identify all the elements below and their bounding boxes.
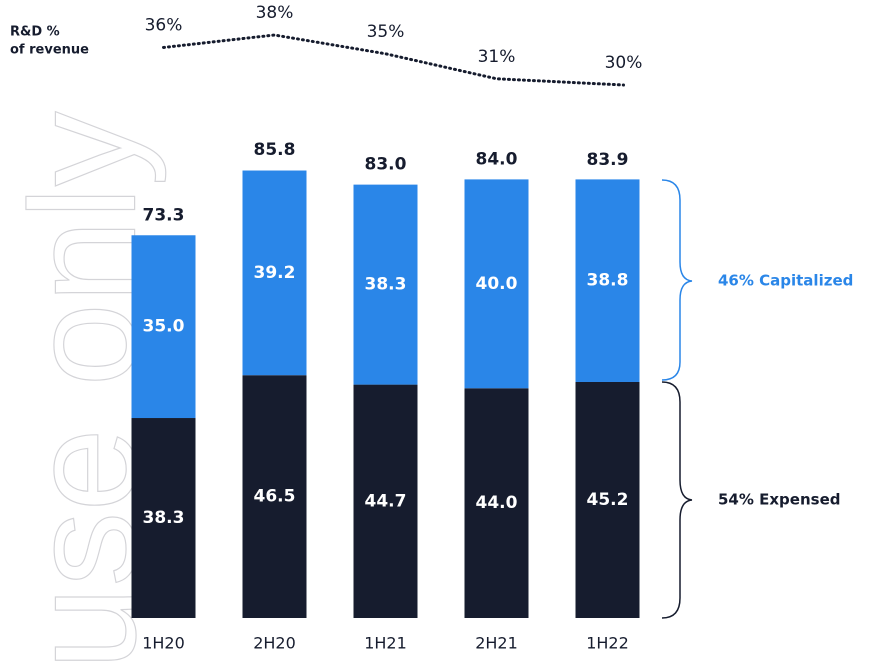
bar-segment [242,375,307,618]
x-tick-label: 1H20 [142,634,185,653]
bar-segment [131,235,196,419]
bar-segment [464,388,529,618]
percent-line [162,33,625,87]
percent-label: 30% [605,53,643,73]
bar-segment [242,170,307,376]
percent-label: 31% [478,47,516,67]
total-label: 84.0 [476,149,518,169]
percent-label: 36% [145,16,183,36]
bar-segment [575,179,640,382]
x-tick-label: 2H20 [253,634,296,653]
value-label: 35.0 [143,317,185,337]
value-label: 45.2 [587,490,629,510]
brace [661,381,693,619]
bar-segment [131,418,196,618]
value-label: 38.3 [365,275,407,295]
total-label: 83.0 [365,155,407,175]
total-label: 85.8 [254,140,296,160]
value-label: 44.7 [365,491,407,511]
value-label: 46.5 [254,487,296,507]
value-label: 44.0 [476,493,518,513]
value-label: 39.2 [254,263,296,283]
bar-segment [575,381,640,618]
x-tick-label: 1H21 [364,634,407,653]
x-tick-label: 2H21 [475,634,518,653]
percent-label: 35% [367,22,405,42]
bar-segment [464,179,529,389]
bar-segment [353,384,418,618]
bar-segment [353,184,418,385]
percent-label: 38% [256,3,294,23]
total-label: 73.3 [143,205,185,225]
line-label: R&D % [10,25,60,40]
value-label: 38.3 [143,508,185,528]
legend-label: 54% Expensed [718,491,840,509]
legend-label: 46% Capitalized [718,272,853,290]
value-label: 40.0 [476,274,518,294]
x-tick-label: 1H22 [586,634,629,653]
value-label: 38.8 [587,271,629,291]
total-label: 83.9 [587,150,629,170]
line-label: of revenue [10,43,89,58]
brace [661,179,693,381]
